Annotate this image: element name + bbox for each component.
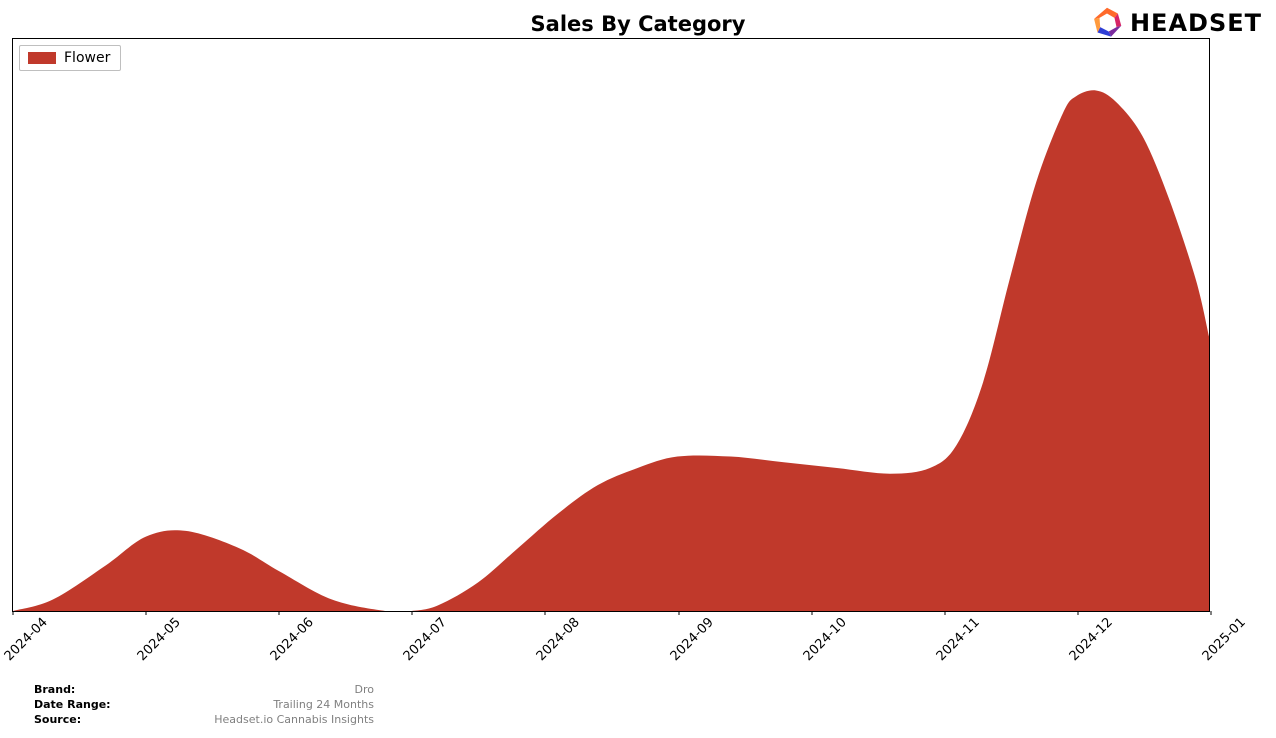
legend-label-flower: Flower <box>64 50 110 66</box>
area-series-flower <box>13 90 1209 611</box>
legend-swatch-flower <box>28 52 56 64</box>
plot-area: Flower 2024-042024-052024-062024-072024-… <box>12 38 1210 612</box>
xtick-label: 2024-10 <box>784 615 838 630</box>
meta-row: Date Range:Trailing 24 Months <box>34 698 374 713</box>
meta-label: Date Range: <box>34 698 144 713</box>
xtick-label: 2025-01 <box>1184 615 1238 630</box>
xtick-label: 2024-04 <box>0 615 40 630</box>
meta-value: Headset.io Cannabis Insights <box>144 713 374 728</box>
meta-row: Brand:Dro <box>34 683 374 698</box>
headset-logo-icon <box>1090 6 1124 40</box>
meta-footer: Brand:DroDate Range:Trailing 24 MonthsSo… <box>34 683 374 728</box>
xtick-label: 2024-06 <box>252 615 306 630</box>
legend: Flower <box>19 45 121 71</box>
xtick-label: 2024-07 <box>385 615 439 630</box>
brand-logo-text: HEADSET <box>1130 9 1262 37</box>
meta-row: Source:Headset.io Cannabis Insights <box>34 713 374 728</box>
xtick-label: 2024-09 <box>651 615 705 630</box>
xtick-label: 2024-12 <box>1051 615 1105 630</box>
meta-label: Brand: <box>34 683 144 698</box>
xtick-label: 2024-05 <box>119 615 173 630</box>
xtick-label: 2024-08 <box>518 615 572 630</box>
meta-label: Source: <box>34 713 144 728</box>
meta-value: Trailing 24 Months <box>144 698 374 713</box>
xtick-label: 2024-11 <box>918 615 972 630</box>
area-chart-svg <box>13 39 1209 611</box>
brand-logo: HEADSET <box>1090 6 1262 40</box>
meta-value: Dro <box>144 683 374 698</box>
chart-title: Sales By Category <box>0 12 1276 36</box>
